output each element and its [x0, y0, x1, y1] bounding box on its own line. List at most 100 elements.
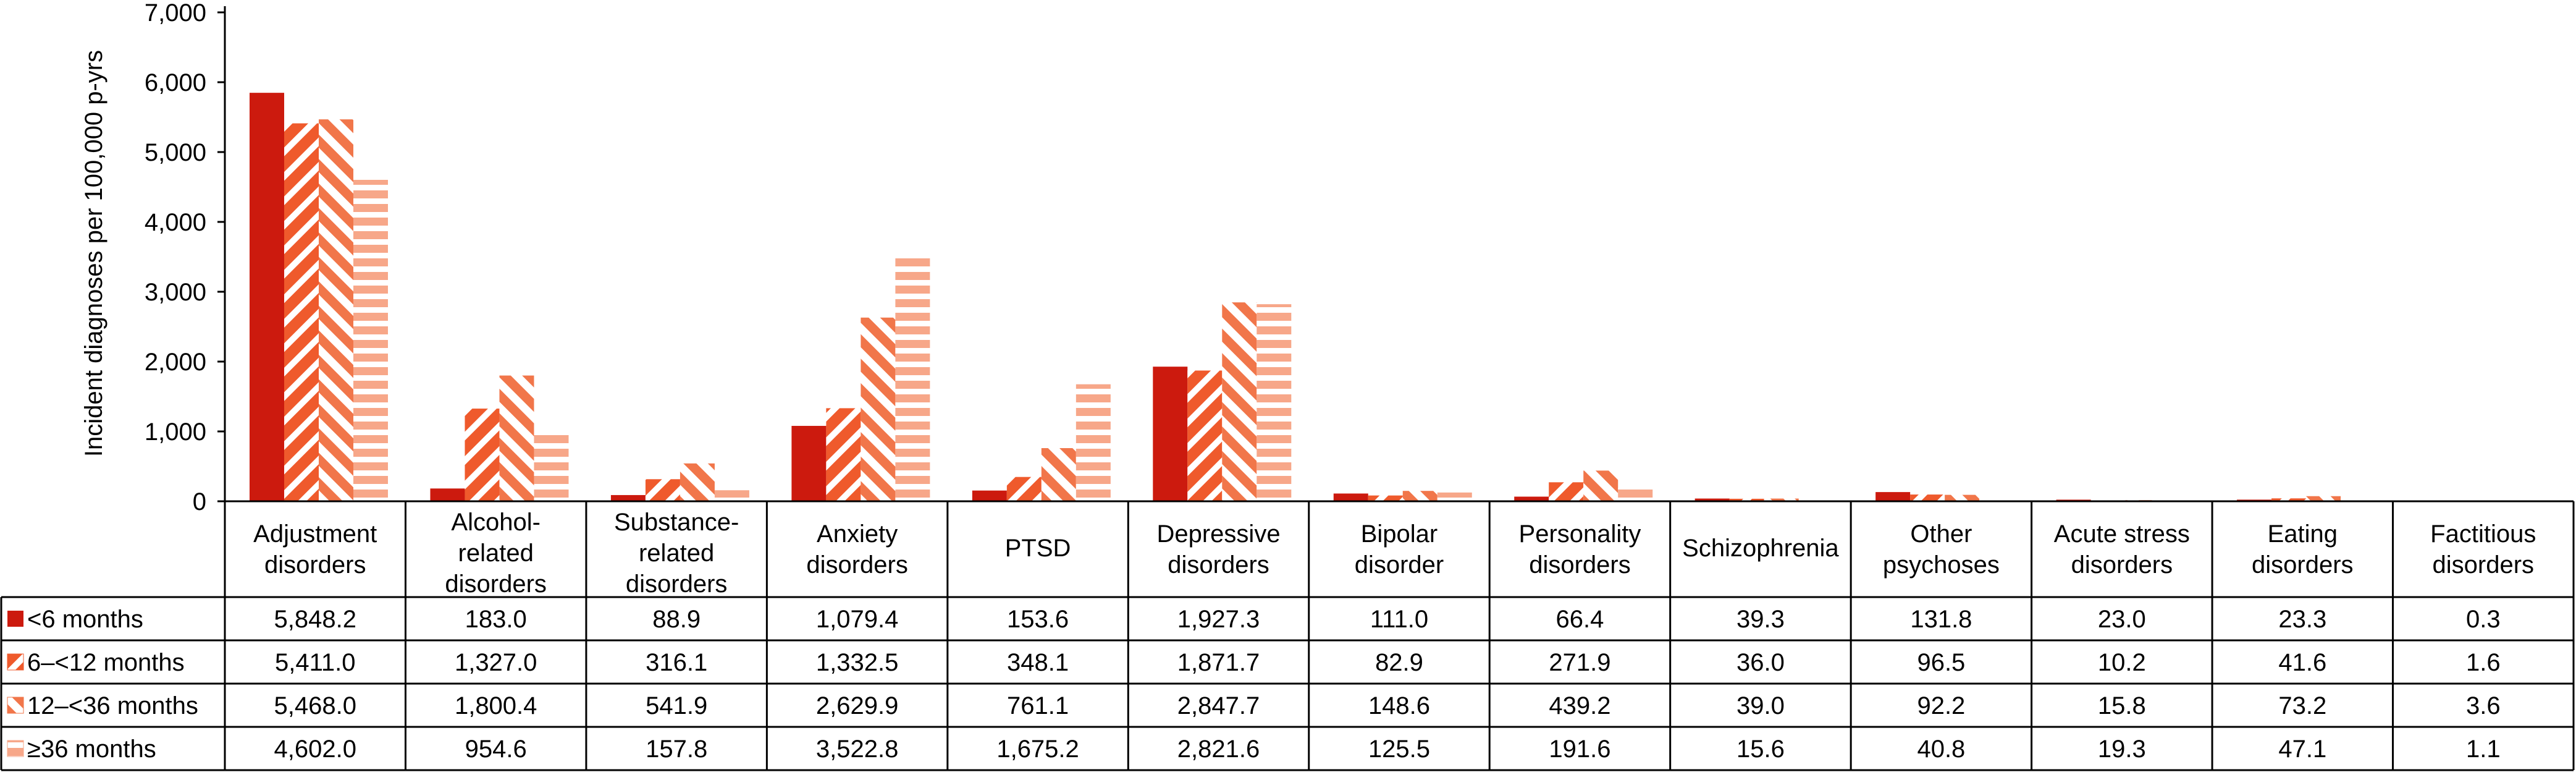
bar-<6 months-9: [1875, 492, 1911, 501]
value-cell: 4,602.0: [274, 736, 356, 763]
bar-≥36 months-11: [2341, 498, 2376, 501]
category-label: PTSD: [1005, 535, 1071, 562]
bar-12–<36 months-9: [1945, 494, 1980, 501]
value-cell: 1,871.7: [1177, 649, 1260, 676]
value-cell: 88.9: [652, 606, 701, 633]
bar-≥36 months-3: [895, 255, 930, 501]
bar-≥36 months-1: [534, 435, 569, 501]
y-tick-label: 7,000: [145, 0, 206, 27]
value-cell: 183.0: [465, 606, 527, 633]
value-cell: 1.1: [2466, 736, 2501, 763]
category-label: Alcohol-related disorders: [445, 509, 547, 598]
value-cell: 23.3: [2278, 606, 2326, 633]
category-label: Bipolar disorder: [1355, 520, 1444, 579]
value-cell: 1,800.4: [455, 692, 537, 719]
value-cell: 39.3: [1736, 606, 1785, 633]
value-cell: 40.8: [1917, 736, 1965, 763]
bars: [250, 93, 2556, 502]
y-tick-label: 5,000: [145, 139, 206, 166]
y-tick-label: 2,000: [145, 349, 206, 376]
value-cell: 2,847.7: [1177, 692, 1260, 719]
value-cell: 5,411.0: [275, 649, 356, 676]
value-cell: 316.1: [646, 649, 707, 676]
category-label: Other psychoses: [1883, 520, 2000, 579]
value-cell: 761.1: [1007, 692, 1069, 719]
category-label: Factitious disorders: [2430, 520, 2536, 579]
bar-<6 months-0: [250, 93, 284, 502]
value-cell: 125.5: [1368, 736, 1430, 763]
value-cell: 73.2: [2278, 692, 2326, 719]
value-cell: 1,079.4: [816, 606, 898, 633]
value-cell: 15.6: [1736, 736, 1785, 763]
bar-<6 months-3: [791, 426, 827, 501]
value-cell: 92.2: [1917, 692, 1965, 719]
value-cell: 66.4: [1556, 606, 1604, 633]
legend-swatch-2: [7, 697, 24, 714]
bar-≥36 months-6: [1437, 492, 1472, 501]
legend-entry-1: 6–<12 months: [27, 649, 185, 676]
bar-<6 months-5: [1153, 367, 1188, 501]
bar-6–<12 months-11: [2271, 498, 2307, 501]
data-table: Adjustment disorders Alcohol-related disord…: [0, 500, 2575, 771]
bar-12–<36 months-0: [319, 119, 353, 502]
value-cell: 1,332.5: [816, 649, 898, 676]
bar-12–<36 months-4: [1041, 448, 1076, 501]
value-cell: 1,675.2: [996, 736, 1079, 763]
legend-entry-0: <6 months: [27, 606, 143, 633]
bar-12–<36 months-8: [1764, 498, 1799, 501]
value-cell: 5,848.2: [274, 606, 356, 633]
value-cell: 47.1: [2278, 736, 2326, 763]
bar-≥36 months-2: [714, 490, 749, 501]
value-cell: 148.6: [1368, 692, 1430, 719]
bar-≥36 months-9: [1979, 498, 2014, 501]
value-cell: 3.6: [2466, 692, 2501, 719]
category-label: Acute stress disorders: [2054, 520, 2190, 579]
bar-<6 months-2: [610, 494, 646, 501]
value-cell: 10.2: [2098, 649, 2146, 676]
value-cell: 82.9: [1375, 649, 1423, 676]
bar-≥36 months-4: [1075, 384, 1111, 501]
category-label: Adjustment disorders: [253, 520, 377, 579]
value-cell: 41.6: [2278, 649, 2326, 676]
value-cell: 36.0: [1736, 649, 1785, 676]
bar-<6 months-8: [1694, 498, 1730, 501]
value-cell: 19.3: [2098, 736, 2146, 763]
y-tick-label: 6,000: [145, 69, 206, 96]
bar-<6 months-4: [972, 490, 1007, 501]
value-cell: 1,327.0: [455, 649, 537, 676]
bar-12–<36 months-2: [680, 463, 715, 501]
value-cell: 0.3: [2466, 606, 2501, 633]
y-tick-label: 1,000: [145, 418, 206, 446]
legend-swatch-3: [7, 740, 24, 757]
value-cell: 131.8: [1910, 606, 1972, 633]
category-label: Eating disorders: [2252, 520, 2354, 579]
y-tick-label: 0: [193, 488, 206, 515]
category-label: Personality disorders: [1519, 520, 1641, 579]
value-cell: 2,629.9: [816, 692, 898, 719]
bar-6–<12 months-0: [284, 123, 319, 501]
value-cell: 39.0: [1736, 692, 1785, 719]
bar-12–<36 months-3: [861, 317, 896, 501]
bar-<6 months-7: [1514, 496, 1549, 501]
y-tick-label: 4,000: [145, 209, 206, 236]
category-label: Anxiety disorders: [806, 520, 908, 579]
bar-12–<36 months-5: [1222, 302, 1257, 501]
value-cell: 153.6: [1007, 606, 1069, 633]
legend-swatch-0: [7, 611, 23, 627]
value-cell: 271.9: [1549, 649, 1610, 676]
value-cell: 2,821.6: [1177, 736, 1260, 763]
value-cell: 1.6: [2466, 649, 2501, 676]
legend-entry-3: ≥36 months: [27, 736, 156, 763]
value-cell: 5,468.0: [274, 692, 356, 719]
value-cell: 191.6: [1549, 736, 1610, 763]
bar-6–<12 months-5: [1187, 370, 1223, 501]
bar-12–<36 months-7: [1583, 470, 1618, 501]
value-cell: 348.1: [1007, 649, 1069, 676]
bar-≥36 months-5: [1256, 304, 1292, 501]
bar-6–<12 months-6: [1368, 495, 1403, 501]
value-cell: 111.0: [1370, 606, 1428, 633]
legend-entry-2: 12–<36 months: [27, 692, 198, 719]
bar-≥36 months-7: [1618, 488, 1653, 501]
bar-6–<12 months-4: [1006, 477, 1042, 501]
